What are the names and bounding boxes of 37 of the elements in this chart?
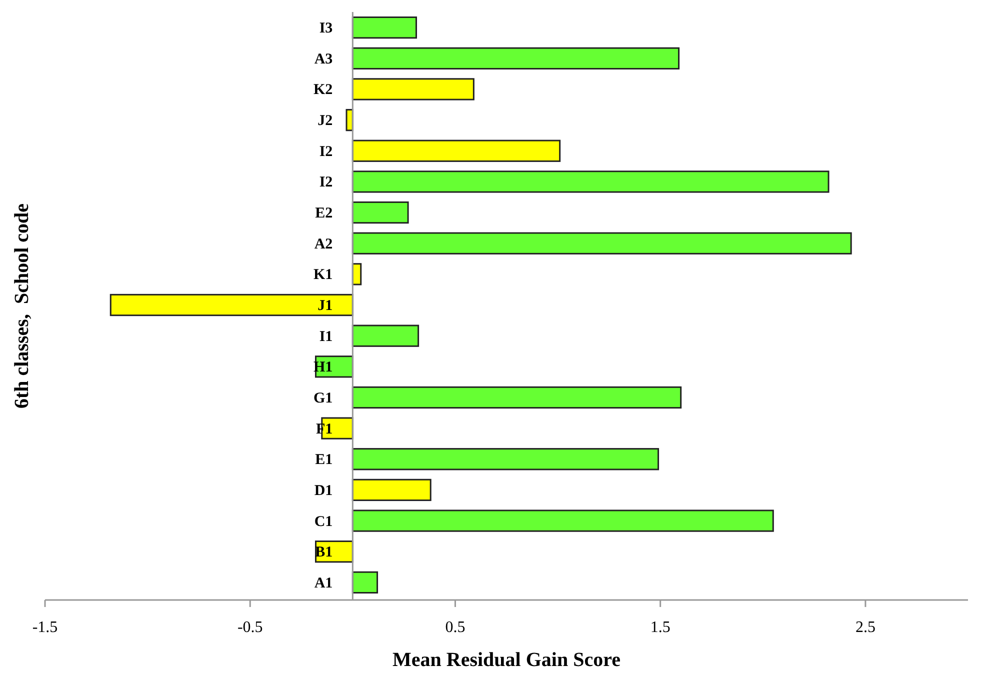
y-tick-label: D1 <box>314 482 333 499</box>
y-tick-label: K2 <box>313 82 333 98</box>
y-tick-label: I2 <box>319 144 333 160</box>
y-tick-label: E2 <box>315 206 333 222</box>
y-tick-label: J1 <box>318 298 333 314</box>
bar <box>352 386 682 409</box>
bar <box>352 232 852 254</box>
x-tick-label: -0.5 <box>237 619 263 636</box>
x-tick-label: 2.5 <box>855 619 876 636</box>
bar <box>352 478 432 502</box>
y-tick-label: I1 <box>319 328 333 345</box>
x-tick-label: 1.5 <box>650 619 670 636</box>
y-tick-label: A1 <box>314 575 333 592</box>
bar <box>352 47 680 70</box>
y-tick-label: J2 <box>318 113 333 130</box>
bar <box>352 448 660 470</box>
bar <box>352 16 417 39</box>
y-tick-label: I3 <box>319 20 333 37</box>
y-tick-label: E1 <box>315 452 333 468</box>
bar <box>352 201 409 224</box>
bar <box>352 170 830 193</box>
y-tick-label: I2 <box>319 174 333 191</box>
bar <box>352 324 420 347</box>
y-tick-label: A2 <box>314 236 333 252</box>
y-tick-label: K1 <box>313 267 333 284</box>
x-tick-label: 0.5 <box>445 619 466 636</box>
x-tick-label: -1.5 <box>32 619 58 636</box>
x-axis-title: Mean Residual Gain Score <box>392 649 621 671</box>
bar <box>352 510 774 532</box>
bar <box>110 294 354 316</box>
bar <box>352 140 561 162</box>
y-tick-label: G1 <box>313 390 333 406</box>
bar <box>352 571 378 594</box>
bar <box>352 78 474 100</box>
y-axis-title: 6th classes, School code <box>11 203 33 408</box>
y-tick-label: C1 <box>314 514 333 530</box>
y-tick-label: A3 <box>314 51 333 68</box>
